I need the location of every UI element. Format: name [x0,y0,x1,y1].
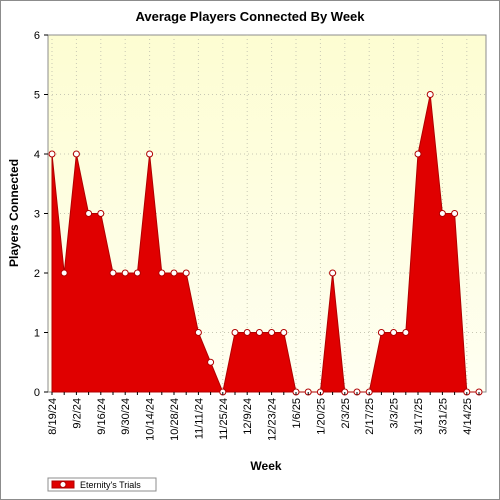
x-tick-label-17: 4/14/25 [462,398,474,435]
x-tick-label-4: 10/14/24 [145,398,157,441]
y-tick-label-3: 3 [34,209,40,221]
data-point-32 [438,210,446,217]
x-tick-label-7: 11/25/24 [218,398,230,440]
legend: Eternity's Trials [47,477,157,492]
y-tick-label-4: 4 [34,149,40,161]
data-point-15 [231,329,239,336]
y-axis: 0 1 2 3 4 5 6 [34,30,48,399]
y-tick-label-6: 6 [34,30,40,42]
x-tick-label-5: 10/28/24 [169,398,181,441]
x-tick-label-9: 12/23/24 [267,398,279,441]
data-point-27 [377,329,385,336]
data-point-13 [207,358,215,366]
x-tick-label-12: 2/3/25 [340,398,352,429]
y-tick-label-5: 5 [34,90,40,102]
data-point-8 [146,150,154,158]
data-point-29 [402,329,410,336]
x-tick-label-11: 1/20/25 [315,398,327,435]
y-tick-label-2: 2 [34,268,40,280]
x-tick-label-0: 8/19/24 [47,398,59,435]
data-point-18 [268,329,276,336]
data-point-2 [72,150,80,158]
data-point-28 [390,329,398,336]
data-point-16 [243,329,251,336]
x-tick-label-15: 3/17/25 [413,398,425,435]
x-axis-label: Week [250,459,281,473]
data-point-1 [60,269,68,277]
data-point-30 [414,150,422,158]
data-point-33 [451,210,459,217]
data-point-23 [329,269,337,277]
data-point-5 [109,269,117,277]
legend-marker [59,481,67,488]
chart-title: Average Players Connected By Week [135,9,365,24]
x-tick-label-3: 9/30/24 [120,398,132,435]
data-point-12 [194,329,202,336]
data-point-10 [170,269,178,277]
x-tick-label-1: 9/2/24 [71,398,83,429]
x-axis: 8/19/24 9/2/24 9/16/24 9/30/24 10/14/24 10/28… [47,392,480,441]
data-point-4 [97,210,105,217]
y-tick-label-1: 1 [34,328,40,340]
data-point-6 [121,269,129,277]
data-point-31 [426,91,434,98]
x-tick-label-2: 9/16/24 [96,398,108,435]
x-tick-label-8: 12/9/24 [242,398,254,435]
x-tick-label-16: 3/31/25 [437,398,449,435]
data-point-11 [182,269,190,277]
y-tick-label-0: 0 [34,387,40,399]
x-tick-label-6: 11/11/24 [193,398,205,439]
data-point-9 [158,269,166,277]
y-axis-label: Players Connected [7,159,21,267]
series-markers [48,91,483,396]
legend-label: Eternity's Trials [80,480,141,490]
data-point-17 [255,329,263,336]
data-point-19 [280,329,288,336]
x-tick-label-14: 3/3/25 [389,398,401,429]
x-tick-label-13: 2/17/25 [364,398,376,435]
x-tick-label-10: 1/6/25 [291,398,303,429]
data-point-3 [85,210,93,217]
data-point-0 [48,150,56,158]
data-point-7 [133,269,141,277]
legend-box [47,477,157,492]
